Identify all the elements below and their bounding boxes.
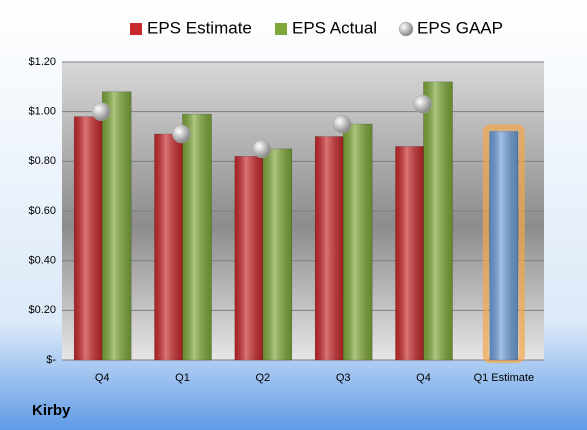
x-tick-label: Q2 (255, 372, 270, 384)
legend-marker (275, 23, 287, 35)
gaap-marker (332, 114, 352, 134)
bar-shine (262, 148, 292, 360)
legend-text: EPS Estimate (147, 18, 252, 37)
legend-text: EPS Actual (292, 18, 377, 37)
legend-text: EPS GAAP (417, 18, 503, 37)
bar-shine (343, 124, 373, 360)
y-tick-label: $0.20 (28, 304, 56, 316)
y-tick-label: $1.00 (28, 106, 56, 118)
bar-shine (395, 146, 424, 360)
y-tick-label: $- (46, 354, 56, 366)
y-tick-label: $0.80 (28, 155, 56, 167)
x-tick-label: Q4 (416, 372, 431, 384)
legend-marker (398, 21, 414, 37)
gaap-marker (413, 94, 432, 114)
bar-shine (102, 91, 132, 361)
x-tick-label: Q1 Estimate (474, 372, 535, 384)
x-tick-label: Q3 (336, 372, 351, 384)
x-tick-label: Q1 (175, 372, 190, 384)
bar-shine (234, 156, 263, 360)
gaap-marker (252, 139, 272, 159)
bar-shine (154, 134, 183, 360)
bar-shine (182, 114, 212, 361)
bar-shine (315, 136, 344, 360)
bar-shine (423, 81, 453, 360)
gaap-marker (172, 124, 191, 144)
y-tick-label: $0.40 (28, 255, 56, 267)
y-tick-label: $0.60 (28, 205, 56, 217)
gaap-marker (91, 102, 111, 121)
legend-marker (130, 23, 142, 35)
bar-shine (74, 116, 103, 360)
y-tick-label: $1.20 (28, 56, 56, 68)
bar-shine (489, 131, 518, 360)
footer: Kirby (32, 402, 71, 419)
x-tick-label: Q4 (95, 372, 110, 384)
